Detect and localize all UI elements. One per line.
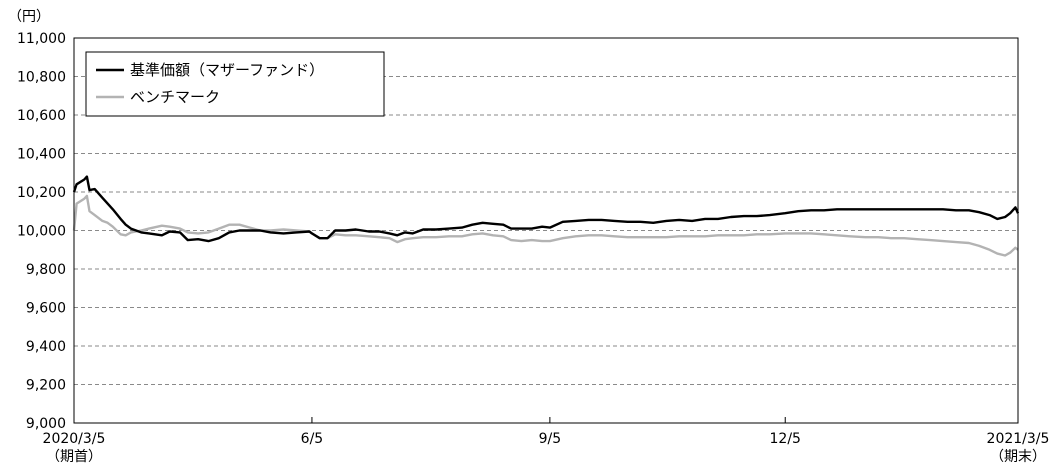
y-tick-label: 9,400 bbox=[26, 339, 66, 355]
x-tick-label: 9/5 bbox=[539, 431, 562, 447]
y-tick-label: 10,000 bbox=[17, 224, 66, 240]
gridlines bbox=[74, 76, 1018, 385]
y-tick-label: 10,400 bbox=[17, 147, 66, 163]
y-tick-label: 10,600 bbox=[17, 108, 66, 124]
series-benchmark-line bbox=[72, 194, 1019, 257]
legend-label-benchmark: ベンチマーク bbox=[130, 88, 220, 106]
x-tick-label: 2021/3/5 bbox=[987, 431, 1050, 447]
x-tick-label: 2020/3/5 bbox=[43, 431, 106, 447]
series-nav-line bbox=[72, 175, 1020, 243]
x-tick-label: 12/5 bbox=[770, 431, 801, 447]
y-tick-label: 10,800 bbox=[17, 70, 66, 86]
x-tick-sublabel: （期首） bbox=[46, 449, 102, 465]
y-axis-unit-label: （円） bbox=[8, 9, 50, 25]
y-tick-label: 9,200 bbox=[26, 378, 66, 394]
plot-frame bbox=[73, 37, 1019, 424]
y-tick-label: 10,200 bbox=[17, 185, 66, 201]
y-tick-label: 11,000 bbox=[17, 31, 66, 47]
y-tick-label: 9,800 bbox=[26, 262, 66, 278]
y-tick-label: 9,000 bbox=[26, 416, 66, 432]
legend-box bbox=[85, 51, 385, 117]
legend: 基準価額（マザーファンド） ベンチマーク bbox=[85, 51, 385, 117]
legend-label-nav: 基準価額（マザーファンド） bbox=[130, 61, 324, 79]
x-axis-ticks: 2020/3/5 （期首） 6/5 9/5 12/5 2021/3/5 （期末） bbox=[43, 417, 1050, 465]
x-tick-sublabel: （期末） bbox=[990, 449, 1046, 465]
series-lines bbox=[72, 175, 1020, 257]
y-tick-label: 9,600 bbox=[26, 301, 66, 317]
y-axis-ticks: 9,000 9,200 9,400 9,600 9,800 10,000 10,200 10,… bbox=[17, 31, 66, 432]
x-tick-label: 6/5 bbox=[301, 431, 324, 447]
